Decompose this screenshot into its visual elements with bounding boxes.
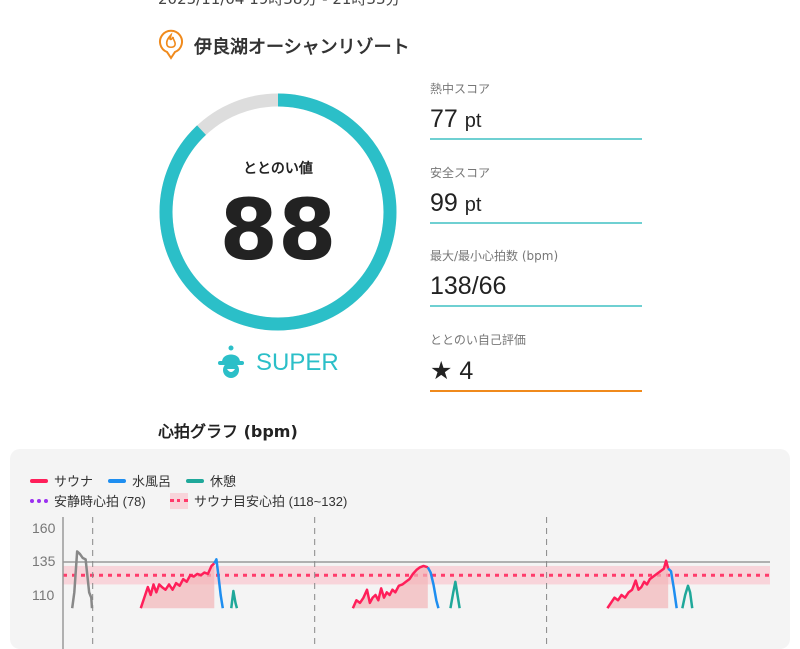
legend-label: 安静時心拍 (78) [54, 494, 146, 509]
totonoi-score-ring [159, 93, 397, 331]
sauna-hat-face-icon [216, 344, 246, 382]
legend-label: 水風呂 [132, 474, 172, 489]
stat-heart-rate: 最大/最小心拍数 (bpm) 138/66 [430, 247, 642, 307]
series-line [449, 580, 461, 609]
stat-value: 77 pt [430, 105, 642, 140]
place-row[interactable]: 伊良湖オーシャンリゾート [158, 28, 410, 64]
sauna-area [140, 563, 215, 609]
series-line [667, 567, 678, 609]
stat-label: ととのい自己評価 [430, 333, 526, 347]
grade-badge: SUPER [216, 344, 339, 382]
series-line [70, 550, 94, 609]
score-value: 88 [219, 181, 337, 279]
stat-label: 最大/最小心拍数 (bpm) [430, 249, 559, 263]
stat-self-rating[interactable]: ととのい自己評価 ★ 4 [430, 331, 642, 392]
legend-swatch [30, 498, 48, 503]
series-line [681, 584, 694, 609]
stat-unit: pt [464, 194, 482, 216]
legend-swatch [186, 478, 204, 483]
sauna-flame-pin-icon [158, 28, 184, 64]
stat-number: 99 [430, 189, 458, 217]
y-tick: 135 [32, 553, 56, 569]
series-line [606, 559, 670, 609]
grade-label: SUPER [256, 349, 339, 376]
series-line [139, 562, 216, 609]
stat-unit: pt [464, 110, 482, 132]
y-tick: 110 [32, 587, 55, 603]
stat-label: 熱中スコア [430, 82, 491, 96]
rating-number: 4 [459, 357, 474, 385]
session-datetime: 2025/11/04 19時38分 - 21時33分 [158, 0, 401, 9]
legend-sauna-target: サウナ目安心拍 (118~132) [170, 491, 347, 510]
heart-rate-plot [62, 517, 770, 649]
heart-rate-chart-card: サウナ 水風呂 休憩 安静時心拍 (78) サウナ目安心拍 (118~132) … [10, 449, 790, 649]
legend-rest: 休憩 [186, 471, 236, 490]
legend-swatch [170, 492, 188, 509]
stat-number: 77 [430, 105, 458, 133]
stat-value: 99 pt [430, 189, 642, 224]
legend-resting-hr: 安静時心拍 (78) [30, 491, 146, 510]
legend-swatch [30, 478, 48, 483]
stat-heat-score: 熱中スコア 77 pt [430, 80, 642, 140]
star-icon: ★ [430, 357, 453, 385]
series-line [213, 558, 225, 609]
ring-progress [159, 93, 397, 331]
legend-label: サウナ [54, 474, 94, 489]
series-line [351, 564, 429, 609]
legend-label: サウナ目安心拍 (118~132) [194, 494, 348, 509]
sauna-area [352, 565, 428, 609]
stat-label: 安全スコア [430, 166, 491, 180]
chart-title: 心拍グラフ (bpm) [158, 422, 298, 441]
score-label: ととのい値 [243, 161, 313, 177]
place-name: 伊良湖オーシャンリゾート [194, 37, 410, 58]
stat-safety-score: 安全スコア 99 pt [430, 164, 642, 224]
stat-value: 138/66 [430, 272, 642, 307]
legend-label: 休憩 [210, 474, 237, 489]
y-tick: 160 [32, 520, 56, 536]
stat-value: ★ 4 [430, 356, 642, 392]
legend-sauna: サウナ [30, 471, 93, 490]
legend-swatch [108, 478, 126, 483]
legend-cold-bath: 水風呂 [108, 471, 171, 490]
